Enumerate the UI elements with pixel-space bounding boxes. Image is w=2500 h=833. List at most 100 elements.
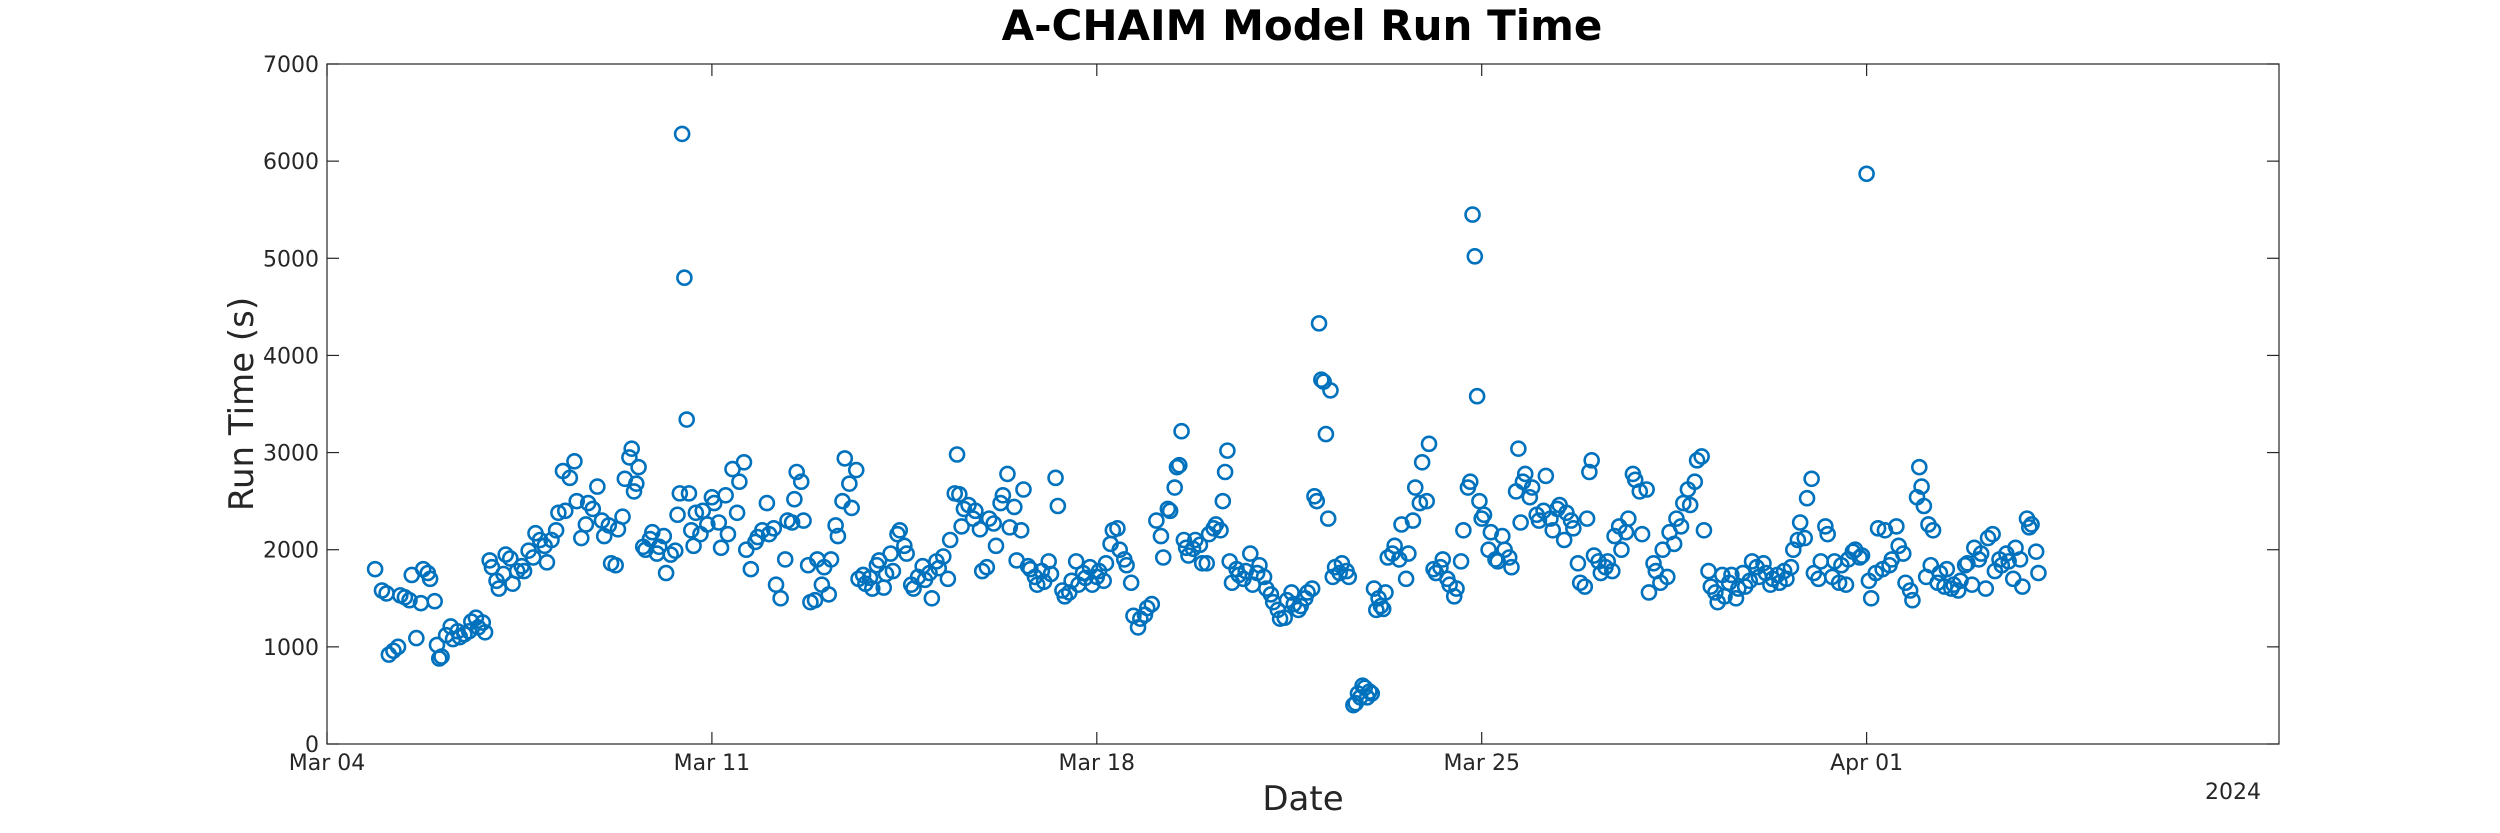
data-point — [1198, 555, 1216, 572]
data-point — [765, 520, 783, 537]
data-point — [1851, 549, 1869, 566]
data-point — [2011, 551, 2029, 568]
data-point — [1379, 549, 1397, 566]
data-point — [1688, 452, 1706, 469]
data-point — [987, 537, 1005, 555]
data-point — [682, 521, 700, 539]
data-point — [421, 570, 439, 588]
data-point — [1191, 536, 1209, 554]
data-point — [742, 560, 760, 578]
x-tick-label: Mar 18 — [1059, 751, 1136, 776]
data-point — [1466, 248, 1484, 265]
data-point — [669, 506, 686, 524]
data-point — [1979, 529, 1997, 547]
data-point — [607, 556, 624, 574]
data-point — [728, 504, 746, 522]
data-point — [1837, 576, 1855, 593]
data-point — [847, 461, 865, 479]
data-point — [948, 446, 966, 463]
data-point — [1331, 564, 1348, 582]
data-point — [1613, 541, 1630, 559]
data-point — [538, 554, 556, 571]
data-point — [1894, 545, 1912, 562]
data-point — [426, 592, 443, 610]
data-point — [401, 591, 418, 609]
data-point — [717, 487, 734, 504]
data-point — [1322, 382, 1339, 399]
data-point — [433, 648, 450, 665]
x-tick-label: Mar 04 — [289, 751, 366, 776]
data-point — [1853, 547, 1871, 564]
data-point — [1562, 512, 1580, 529]
data-point — [1214, 492, 1232, 510]
data-point — [1095, 572, 1112, 590]
data-point — [1193, 555, 1211, 572]
data-point — [627, 475, 645, 492]
data-point — [941, 531, 959, 549]
data-point — [1216, 463, 1234, 481]
data-point — [1377, 584, 1394, 601]
data-point — [2030, 564, 2047, 582]
data-point — [389, 638, 407, 656]
data-point — [524, 549, 542, 566]
x-tick-label: Apr 01 — [1830, 751, 1903, 776]
x-axis-label: Date — [1262, 779, 1343, 819]
data-point — [1468, 387, 1486, 405]
year-label: 2024 — [2205, 780, 2261, 805]
data-point — [994, 487, 1012, 504]
data-point — [1530, 512, 1548, 529]
data-point — [1455, 521, 1472, 539]
data-point — [1723, 566, 1740, 584]
data-point — [1604, 562, 1621, 580]
data-point — [556, 502, 574, 520]
data-point — [953, 518, 970, 535]
plot-area — [326, 63, 2280, 745]
data-point — [1817, 518, 1834, 535]
data-point — [820, 586, 838, 603]
data-point — [1938, 560, 1956, 578]
data-point — [882, 545, 899, 562]
data-point — [1049, 497, 1067, 515]
data-point — [1397, 570, 1415, 588]
data-point — [1819, 525, 1836, 543]
x-axis: Mar 04 Mar 11 Mar 18 Mar 25 Apr 01 — [289, 64, 1903, 776]
data-point — [999, 465, 1016, 483]
data-point — [1784, 541, 1802, 559]
data-point — [515, 562, 533, 580]
data-point — [1434, 551, 1452, 568]
data-point — [625, 483, 643, 500]
data-point — [1432, 558, 1449, 576]
data-point — [1411, 494, 1429, 512]
data-point — [772, 589, 789, 607]
data-point — [676, 269, 693, 287]
y-tick-label: 0 — [305, 733, 319, 758]
data-point — [2027, 543, 2045, 560]
data-point — [1317, 425, 1335, 443]
data-point — [1363, 685, 1381, 702]
data-point — [1645, 555, 1662, 572]
data-point — [1789, 531, 1807, 549]
data-point — [1138, 599, 1156, 617]
data-point — [497, 546, 515, 563]
data-point — [1633, 525, 1651, 543]
data-point — [1319, 510, 1337, 527]
data-point — [1972, 545, 1990, 562]
data-point — [1869, 520, 1887, 537]
data-point — [822, 551, 840, 568]
data-point — [1047, 469, 1064, 487]
data-point — [1129, 619, 1147, 636]
data-point — [712, 539, 730, 557]
data-point — [1404, 512, 1422, 529]
data-point — [783, 514, 801, 531]
data-point — [673, 125, 691, 143]
data-point — [490, 580, 508, 597]
data-point — [1374, 600, 1392, 618]
data-point — [1803, 470, 1820, 488]
data-point — [1858, 165, 1875, 183]
x-tick-label: Mar 11 — [674, 751, 751, 776]
data-point — [1237, 562, 1255, 580]
data-point — [1283, 584, 1300, 601]
data-point — [861, 569, 879, 587]
data-point — [1097, 555, 1115, 572]
